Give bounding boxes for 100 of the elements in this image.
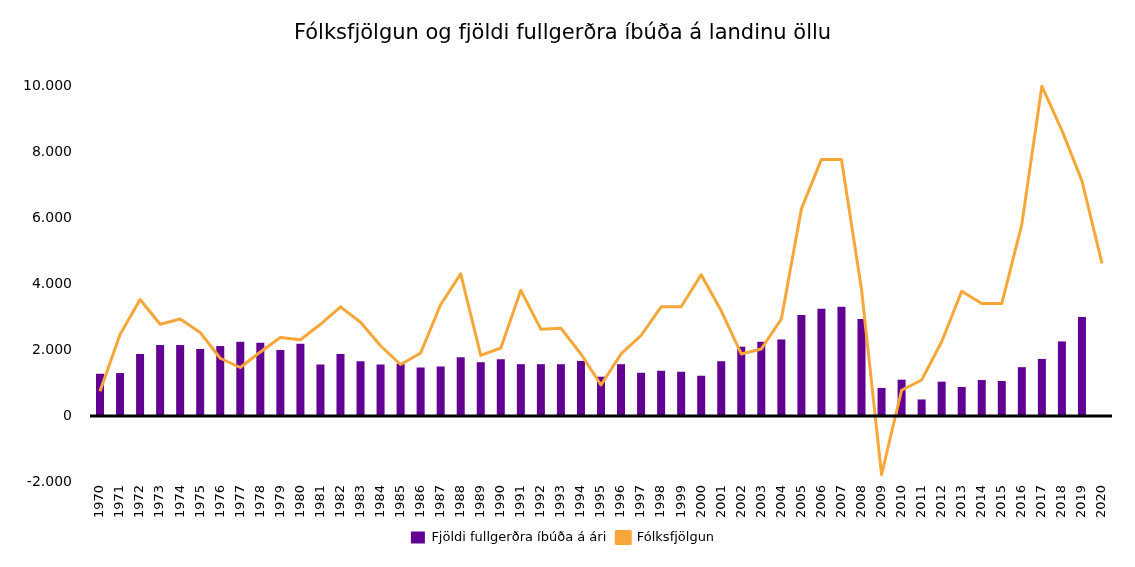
x-tick-label: 1997 [632, 484, 648, 519]
bar [1057, 341, 1066, 416]
bar [637, 372, 646, 416]
x-tick-label: 2018 [1053, 484, 1069, 519]
x-tick-label: 2015 [993, 484, 1009, 519]
bar [737, 346, 746, 416]
bar [356, 361, 365, 416]
x-tick-label: 2016 [1013, 484, 1029, 519]
x-tick-label: 1972 [131, 484, 147, 519]
bar [977, 380, 986, 416]
bar [797, 315, 806, 416]
x-tick-label: 1970 [91, 484, 107, 519]
bar [937, 381, 946, 416]
x-tick-label: 1976 [211, 484, 227, 519]
bar [476, 362, 485, 416]
bar [396, 363, 405, 416]
bar [256, 342, 265, 416]
x-tick-label: 2005 [792, 484, 808, 519]
x-tick-label: 1971 [111, 484, 127, 519]
bar [236, 341, 245, 416]
bar [336, 353, 345, 416]
bar [296, 343, 305, 416]
y-tick-label: 6.000 [31, 208, 72, 225]
x-tick-label: 1985 [391, 484, 407, 519]
x-tick-label: 2011 [913, 484, 928, 519]
bar [136, 353, 145, 416]
bar [657, 370, 666, 416]
bar [1077, 317, 1086, 416]
x-tick-label: 2017 [1033, 484, 1049, 519]
y-tick-label: 0 [63, 406, 72, 423]
x-tick-label: 2020 [1093, 484, 1109, 519]
y-tick-label: -2.000 [26, 472, 72, 489]
x-tick-label: 1983 [351, 484, 367, 519]
bar [817, 308, 826, 416]
y-tick-label: 8.000 [31, 142, 72, 159]
bar [777, 339, 786, 416]
x-tick-label: 2009 [872, 484, 888, 519]
bar [697, 375, 706, 416]
bar [536, 364, 545, 416]
x-tick-label: 2002 [732, 484, 748, 519]
x-tick-label: 2000 [692, 484, 708, 519]
y-tick-label: 4.000 [31, 274, 72, 291]
bar [957, 386, 966, 416]
bar [997, 381, 1006, 416]
x-tick-label: 2014 [973, 484, 989, 519]
x-tick-label: 1974 [171, 484, 187, 519]
x-tick-label: 1984 [371, 484, 387, 519]
x-tick-label: 1973 [151, 484, 167, 519]
x-tick-label: 1978 [251, 484, 267, 519]
bar [216, 346, 225, 416]
x-tick-label: 2012 [933, 484, 949, 519]
y-tick-label: 2.000 [31, 340, 72, 357]
bar [416, 367, 425, 416]
x-tick-label: 2003 [752, 484, 768, 519]
legend-label: Fjöldi fullgerðra íbúða á ári [431, 528, 607, 544]
x-tick-label: 2006 [812, 484, 828, 519]
bar [1017, 367, 1026, 416]
bar [857, 319, 866, 416]
bar [917, 399, 926, 416]
x-tick-label: 1980 [291, 484, 307, 519]
bar [837, 306, 846, 416]
x-tick-label: 1975 [191, 484, 207, 519]
bar [617, 364, 626, 416]
x-tick-label: 1995 [592, 484, 608, 519]
x-tick-label: 2008 [852, 484, 868, 519]
x-tick-label: 1977 [231, 484, 247, 519]
x-tick-label: 1992 [532, 484, 548, 519]
bar [556, 364, 565, 416]
bar [376, 364, 385, 416]
x-tick-label: 1994 [572, 484, 588, 519]
bar [276, 350, 285, 416]
bar [156, 345, 165, 416]
x-tick-label: 1990 [492, 484, 508, 519]
x-tick-label: 1986 [412, 484, 428, 519]
x-tick-label: 2007 [832, 484, 848, 519]
bar [316, 364, 325, 416]
bar [1037, 358, 1046, 416]
legend-label: Fólksfjölgun [636, 528, 715, 544]
x-tick-label: 2001 [712, 484, 728, 519]
bar [757, 341, 766, 416]
x-tick-label: 1982 [331, 484, 347, 519]
x-tick-label: 2019 [1073, 484, 1089, 519]
x-tick-label: 1989 [472, 484, 488, 519]
x-tick-label: 1981 [311, 484, 327, 519]
y-tick-label: 10.000 [22, 76, 72, 93]
x-tick-label: 2010 [892, 484, 908, 519]
bar [196, 349, 205, 416]
bar [436, 366, 445, 416]
x-tick-label: 1987 [432, 484, 448, 519]
x-tick-label: 1988 [452, 484, 468, 519]
x-tick-label: 1996 [612, 484, 628, 519]
bar [717, 361, 726, 416]
bar [456, 357, 465, 416]
x-tick-label: 1999 [672, 484, 688, 519]
bar [176, 345, 185, 416]
bar [496, 359, 505, 416]
x-tick-label: 2004 [772, 484, 788, 519]
bar [877, 387, 886, 416]
bar [576, 360, 585, 416]
x-tick-label: 1991 [512, 484, 528, 519]
